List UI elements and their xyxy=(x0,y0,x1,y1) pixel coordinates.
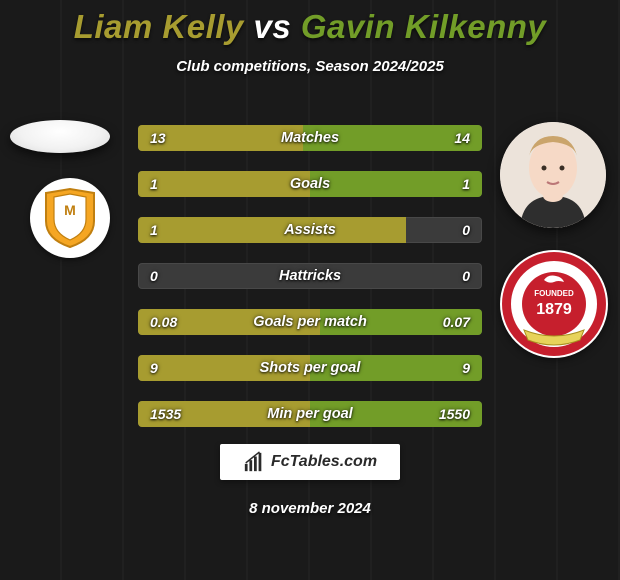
brand-text: FcTables.com xyxy=(271,453,377,471)
svg-text:M: M xyxy=(64,202,76,218)
stat-row: 11Goals xyxy=(138,171,482,197)
stat-row: 15351550Min per goal xyxy=(138,401,482,427)
club-left-icon: M xyxy=(42,187,98,249)
player2-name: Gavin Kilkenny xyxy=(301,8,546,45)
player1-name: Liam Kelly xyxy=(74,8,244,45)
stat-label: Assists xyxy=(138,217,482,243)
svg-text:1879: 1879 xyxy=(536,301,572,318)
stat-row: 0.080.07Goals per match xyxy=(138,309,482,335)
player1-avatar xyxy=(10,120,110,153)
player1-club-badge: M xyxy=(30,178,110,258)
stat-label: Shots per goal xyxy=(138,355,482,381)
stat-label: Goals per match xyxy=(138,309,482,335)
svg-text:FOUNDED: FOUNDED xyxy=(534,289,574,298)
stat-row: 00Hattricks xyxy=(138,263,482,289)
club-right-icon: FOUNDED 1879 xyxy=(500,250,608,358)
stat-row: 99Shots per goal xyxy=(138,355,482,381)
page-title: Liam Kelly vs Gavin Kilkenny xyxy=(0,8,620,46)
stat-label: Goals xyxy=(138,171,482,197)
stat-label: Min per goal xyxy=(138,401,482,427)
player2-avatar xyxy=(500,122,606,228)
player2-club-badge: FOUNDED 1879 xyxy=(500,250,608,358)
stat-row: 1314Matches xyxy=(138,125,482,151)
stat-label: Hattricks xyxy=(138,263,482,289)
stat-label: Matches xyxy=(138,125,482,151)
subtitle: Club competitions, Season 2024/2025 xyxy=(0,58,620,75)
date-label: 8 november 2024 xyxy=(0,500,620,517)
stats-block: 1314Matches 11Goals 10Assists 00Hattricks 0.… xyxy=(138,125,482,447)
title-vs: vs xyxy=(253,8,291,45)
brand-badge[interactable]: FcTables.com xyxy=(220,444,400,480)
stat-row: 10Assists xyxy=(138,217,482,243)
brand-chart-icon xyxy=(243,451,265,473)
